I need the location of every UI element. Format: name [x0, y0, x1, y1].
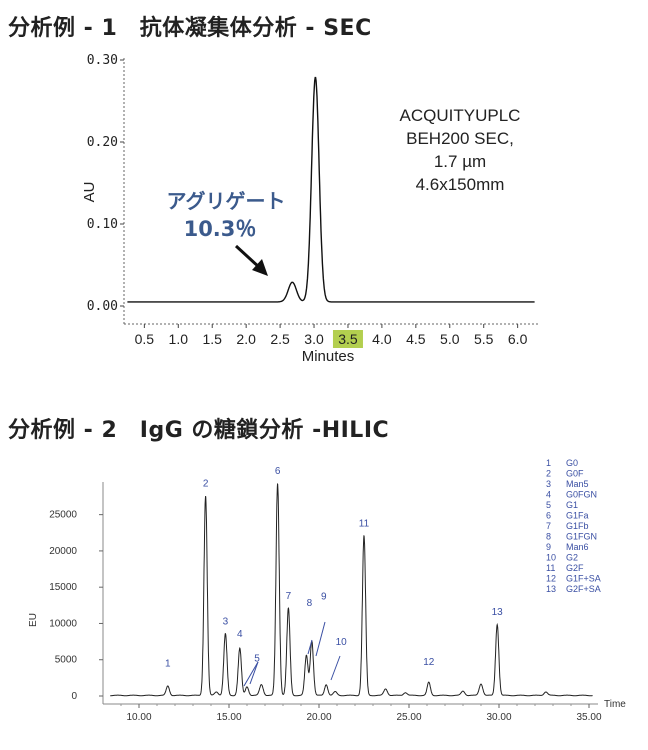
legend-name: G1F+SA	[566, 574, 601, 584]
peak-label: 12	[423, 657, 435, 668]
column-info-line: BEH200 SEC,	[406, 129, 514, 148]
legend-name: G1Fa	[566, 511, 589, 521]
x-tick-label: 15.00	[216, 712, 241, 723]
legend-number: 12	[546, 574, 556, 584]
x-tick-label: 20.00	[306, 712, 331, 723]
legend-number: 4	[546, 490, 551, 500]
column-info-line: 1.7 µm	[434, 152, 486, 171]
peak-label: 9	[321, 592, 327, 603]
legend-name: G1Fb	[566, 521, 589, 531]
legend-name: G2F+SA	[566, 584, 601, 594]
x-tick-label: 0.5	[135, 331, 155, 347]
y-tick-label: 20000	[49, 546, 77, 557]
x-axis-title: Minutes	[302, 348, 355, 365]
legend-name: G1FGN	[566, 532, 597, 542]
x-tick-label: 5.5	[474, 331, 494, 347]
legend-name: G0FGN	[566, 490, 597, 500]
x-tick-label: 3.5	[338, 331, 358, 347]
legend-number: 9	[546, 542, 551, 552]
legend-number: 13	[546, 584, 556, 594]
legend-name: Man5	[566, 479, 589, 489]
legend-name: G2F	[566, 563, 584, 573]
annotation-arrow-head	[252, 259, 268, 276]
peak-label: 3	[223, 616, 229, 627]
x-tick-label: 6.0	[508, 331, 528, 347]
peak-label: 11	[359, 518, 370, 529]
y-axis-title: EU	[28, 613, 39, 627]
x-tick-label: 30.00	[486, 712, 511, 723]
legend-name: G1	[566, 500, 578, 510]
y-tick-label: 25000	[49, 510, 77, 521]
peak-label: 4	[237, 629, 243, 640]
y-tick-label: 5000	[55, 655, 78, 666]
peak-label: 5	[254, 653, 260, 664]
peak-5-arrow	[249, 661, 259, 685]
peak-label: 8	[307, 598, 313, 609]
y-tick-label: 0	[71, 691, 77, 702]
legend-name: G0	[566, 458, 578, 468]
legend-number: 10	[546, 553, 556, 563]
y-tick-label: 0.20	[87, 135, 118, 150]
x-tick-label: 10.00	[126, 712, 151, 723]
legend-number: 7	[546, 521, 551, 531]
y-tick-label: 10000	[49, 618, 77, 629]
legend-number: 6	[546, 511, 551, 521]
sec-chromatogram-chart: 0.00 0.10 0.20 0.30 0.5 1.0 1.5 2.0 2.5 3.0 3.5 4.0…	[81, 53, 538, 365]
x-tick-label: 2.5	[270, 331, 290, 347]
y-axis-title: AU	[81, 182, 98, 203]
highlighted-tick-background	[332, 330, 363, 348]
x-axis-title: Time	[604, 699, 626, 710]
x-tick-label: 2.0	[236, 331, 256, 347]
x-tick-label: 25.00	[396, 712, 421, 723]
x-tick-label: 1.0	[169, 331, 189, 347]
legend-number: 1	[546, 458, 551, 468]
aggregate-value: 10.3％	[184, 217, 257, 241]
sec-trace	[127, 76, 535, 303]
annotation-arrow-shaft	[234, 244, 262, 270]
peak-5-arrow-b	[243, 661, 259, 687]
x-tick-label: 1.5	[202, 331, 222, 347]
legend-number: 8	[546, 532, 551, 542]
legend-name: G0F	[566, 469, 584, 479]
peak-10-arrow	[330, 655, 341, 681]
column-info-line: 4.6x150mm	[416, 175, 505, 194]
example-2-heading: 分析例 - 2 IgG の糖鎖分析 -HILIC	[8, 418, 390, 443]
x-tick-label: 35.00	[576, 712, 601, 723]
x-tick-label: 4.5	[406, 331, 426, 347]
peak-label: 7	[286, 591, 292, 602]
peak-8-arrow	[307, 639, 313, 655]
y-tick-label: 0.00	[87, 299, 118, 314]
legend-number: 2	[546, 469, 551, 479]
peak-label: 13	[492, 607, 504, 618]
aggregate-label: アグリゲート	[167, 189, 286, 213]
x-tick-label: 3.0	[304, 331, 324, 347]
peak-9-arrow	[315, 621, 326, 657]
peak-label: 6	[275, 466, 281, 477]
peak-label: 2	[203, 479, 209, 490]
hilic-trace	[110, 482, 593, 697]
hilic-chromatogram-chart: 0 5000 10000 15000 20000 25000 10.00 15.00 20.00…	[28, 458, 626, 723]
x-tick-label: 4.0	[372, 331, 392, 347]
legend-number: 3	[546, 479, 551, 489]
legend-name: G2	[566, 553, 578, 563]
peak-label: 10	[336, 637, 348, 648]
peak-label: 1	[165, 659, 171, 670]
y-tick-label: 0.30	[87, 53, 118, 68]
x-tick-label: 5.0	[440, 331, 460, 347]
legend-number: 11	[546, 563, 555, 573]
column-info-line: ACQUITYUPLC	[400, 106, 521, 125]
legend-name: Man6	[566, 542, 589, 552]
legend-number: 5	[546, 500, 551, 510]
y-tick-label: 15000	[49, 582, 77, 593]
y-tick-label: 0.10	[87, 217, 118, 232]
example-1-heading: 分析例 - 1 抗体凝集体分析 - SEC	[8, 16, 372, 41]
